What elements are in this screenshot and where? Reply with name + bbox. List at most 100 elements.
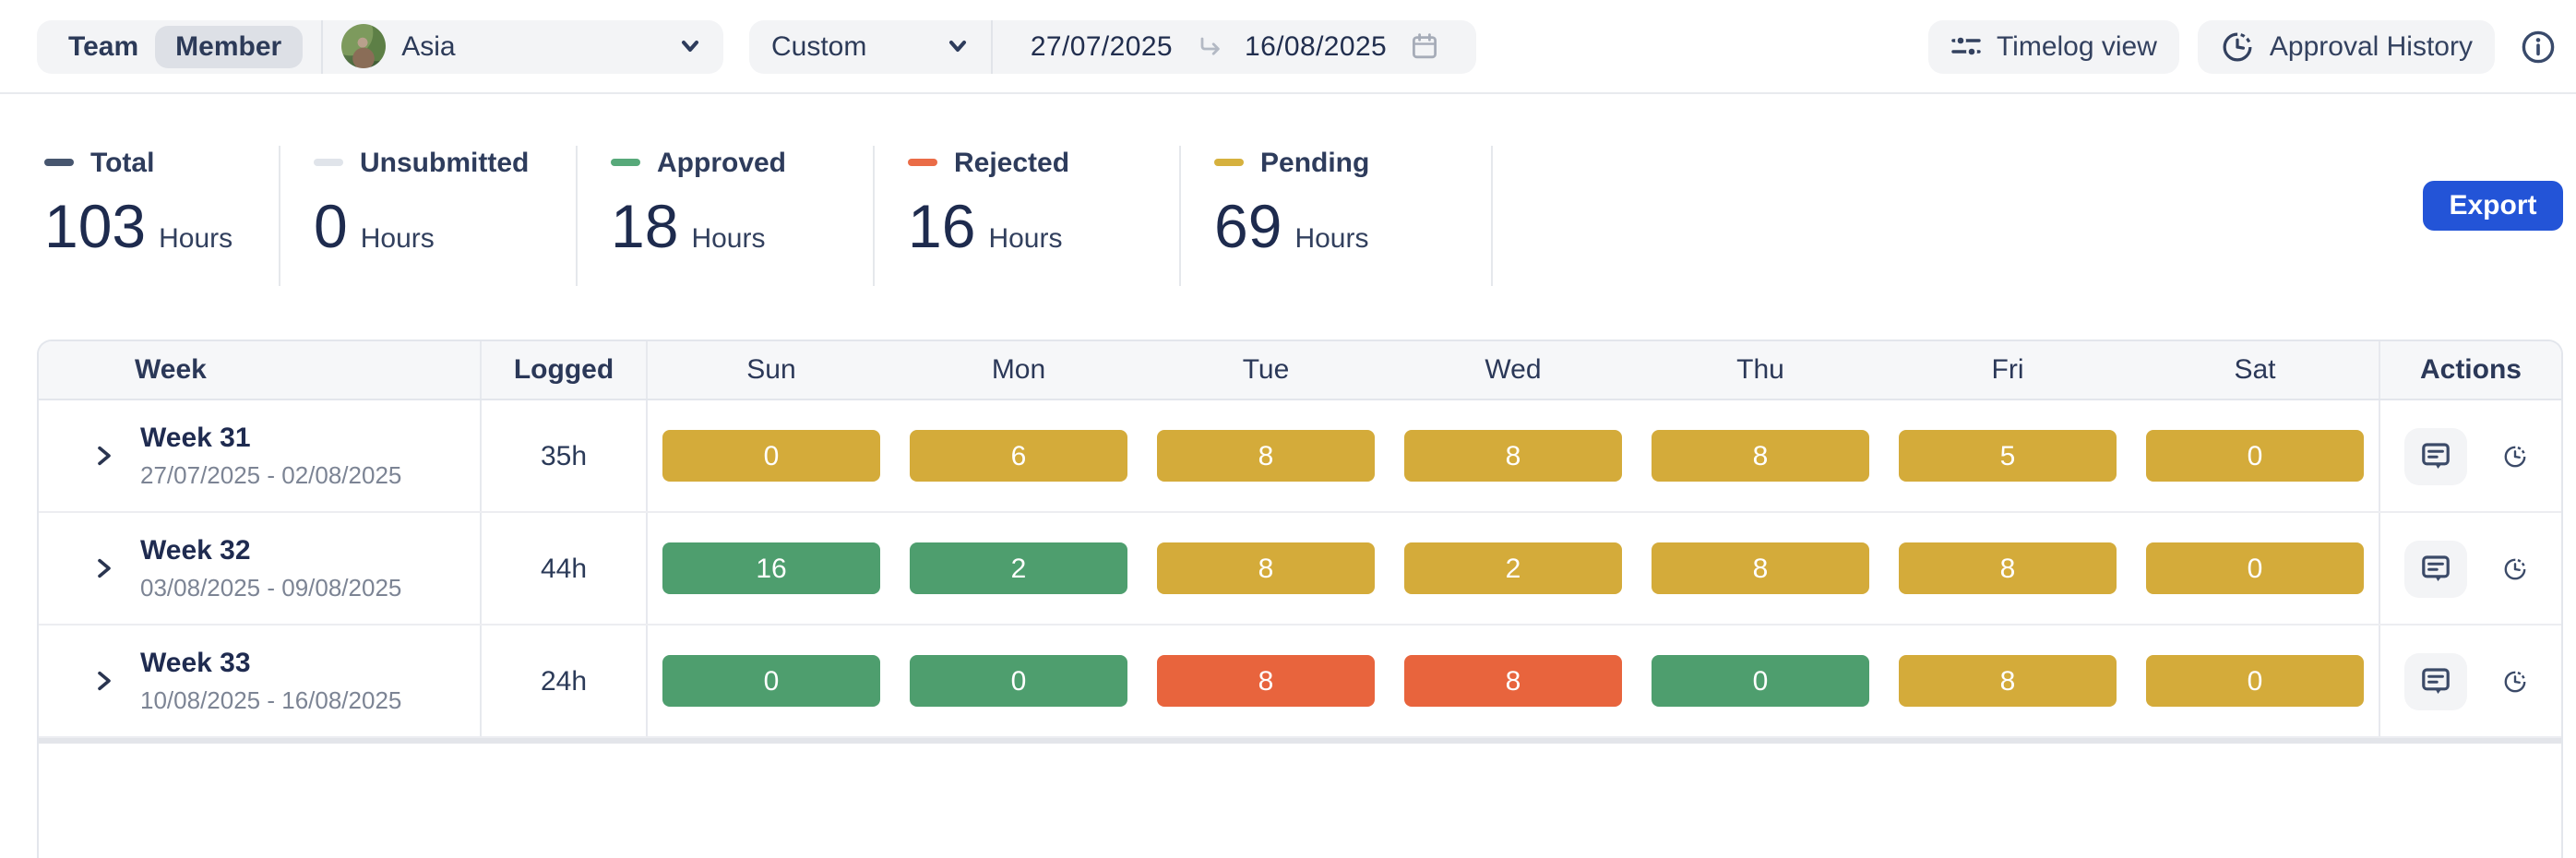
week-title: Week 32 [140,534,251,566]
day-hours-pill[interactable]: 8 [1157,542,1375,594]
approval-log-button[interactable] [2490,657,2538,705]
day-hours-pill[interactable]: 8 [1404,430,1622,482]
approval-log-button[interactable] [2490,544,2538,592]
week-cell[interactable]: Week 31 27/07/2025 - 02/08/2025 [39,400,482,511]
day-cell: 8 [1884,513,2131,624]
member-filter-group: Team Member Asia [37,19,723,73]
day-cell: 0 [648,400,895,511]
divider [991,19,993,73]
table-row: Week 31 27/07/2025 - 02/08/2025 35h 0 6 8 8 8 5 0 [39,400,2561,513]
date-range-picker[interactable]: 27/07/2025 16/08/2025 [993,30,1476,62]
export-button[interactable]: Export [2423,181,2563,231]
comment-button[interactable] [2403,540,2466,597]
divider [320,19,323,73]
member-name[interactable]: Asia [401,30,456,62]
summary-stats: Total 103 Hours Unsubmitted 0 Hours Approv… [0,124,2576,286]
start-date: 27/07/2025 [1030,30,1173,62]
day-hours-pill[interactable]: 8 [1157,430,1375,482]
comment-button[interactable] [2403,427,2466,484]
day-cell: 0 [2131,513,2379,624]
day-cell: 8 [1142,400,1389,511]
actions-cell [2379,400,2561,511]
week-text: Week 33 10/08/2025 - 16/08/2025 [140,647,401,715]
day-hours-pill[interactable]: 8 [1157,655,1375,707]
stat-unit: Hours [988,223,1063,255]
timelog-view-button[interactable]: Timelog view [1927,19,2179,73]
chevron-right-icon[interactable] [90,555,116,581]
toggle-member-selected[interactable]: Member [155,25,303,67]
day-cell: 0 [2131,626,2379,736]
stat-unit: Hours [691,223,766,255]
stat-approved: Approved 18 Hours [578,146,875,286]
day-hours-pill[interactable]: 5 [1899,430,2117,482]
col-logged: Logged [482,341,648,399]
day-cell: 8 [1637,513,1884,624]
day-hours-pill[interactable]: 0 [662,655,880,707]
day-hours-pill[interactable]: 2 [910,542,1127,594]
calendar-icon[interactable] [1409,31,1438,61]
comment-icon [2421,443,2449,469]
day-cell: 8 [1142,513,1389,624]
range-preset-value: Custom [771,30,867,62]
chevron-down-icon[interactable] [679,35,701,57]
day-hours-pill[interactable]: 8 [1652,430,1869,482]
day-cell: 8 [1389,626,1637,736]
date-range-group: Custom 27/07/2025 16/08/2025 [749,19,1476,73]
approval-history-label: Approval History [2269,30,2473,62]
sliders-icon [1951,35,1981,57]
week-text: Week 31 27/07/2025 - 02/08/2025 [140,422,401,490]
top-toolbar: Team Member Asia Custom 27/07/2025 16/08… [0,0,2576,94]
stat-unit: Hours [159,223,233,255]
stat-value: 69 [1214,192,1282,260]
day-hours-pill[interactable]: 8 [1899,542,2117,594]
chevron-right-icon[interactable] [90,443,116,469]
stat-label: Approved [657,147,787,178]
day-hours-pill[interactable]: 0 [910,655,1127,707]
week-cell[interactable]: Week 32 03/08/2025 - 09/08/2025 [39,513,482,624]
history-clock-icon [2503,670,2525,692]
history-clock-icon [2223,31,2252,61]
chevron-right-icon[interactable] [90,668,116,694]
stat-label: Unsubmitted [360,147,530,178]
day-hours-pill[interactable]: 16 [662,542,880,594]
week-date-range: 03/08/2025 - 09/08/2025 [140,573,402,601]
week-cell[interactable]: Week 33 10/08/2025 - 16/08/2025 [39,626,482,736]
table-row: Week 33 10/08/2025 - 16/08/2025 24h 0 0 8 8 0 8 0 [39,626,2561,738]
horizontal-scrollbar[interactable] [39,738,2561,744]
pending-legend-dash [1214,159,1244,166]
stat-label: Rejected [954,147,1070,178]
day-hours-pill[interactable]: 8 [1404,655,1622,707]
approval-history-button[interactable]: Approval History [2197,19,2495,73]
day-hours-pill[interactable]: 6 [910,430,1127,482]
comment-button[interactable] [2403,652,2466,709]
col-sun: Sun [746,354,796,386]
day-cell: 0 [1637,626,1884,736]
day-hours-pill[interactable]: 0 [2146,430,2364,482]
day-hours-pill[interactable]: 0 [2146,655,2364,707]
day-hours-pill[interactable]: 0 [662,430,880,482]
day-cell: 0 [2131,400,2379,511]
comment-icon [2421,668,2449,694]
stat-unit: Hours [360,223,435,255]
info-icon[interactable] [2513,29,2561,64]
day-hours-pill[interactable]: 2 [1404,542,1622,594]
range-preset-dropdown[interactable]: Custom [749,30,991,62]
approval-log-button[interactable] [2490,432,2538,480]
unsubmitted-legend-dash [314,159,343,166]
col-actions: Actions [2379,341,2561,399]
col-week: Week [39,341,482,399]
approved-legend-dash [611,159,640,166]
day-hours-pill[interactable]: 8 [1652,542,1869,594]
week-date-range: 27/07/2025 - 02/08/2025 [140,460,402,488]
toggle-team[interactable]: Team [68,30,139,62]
day-hours-pill[interactable]: 0 [2146,542,2364,594]
day-hours-pill[interactable]: 8 [1899,655,2117,707]
timelog-view-label: Timelog view [1996,30,2157,62]
logged-hours: 44h [482,513,648,624]
member-avatar[interactable] [340,24,386,68]
table-row: Week 32 03/08/2025 - 09/08/2025 44h 16 2 8 2 8 8… [39,513,2561,626]
col-sat: Sat [2234,354,2276,386]
day-hours-pill[interactable]: 0 [1652,655,1869,707]
day-cell: 0 [648,626,895,736]
chevron-down-icon [949,41,966,52]
